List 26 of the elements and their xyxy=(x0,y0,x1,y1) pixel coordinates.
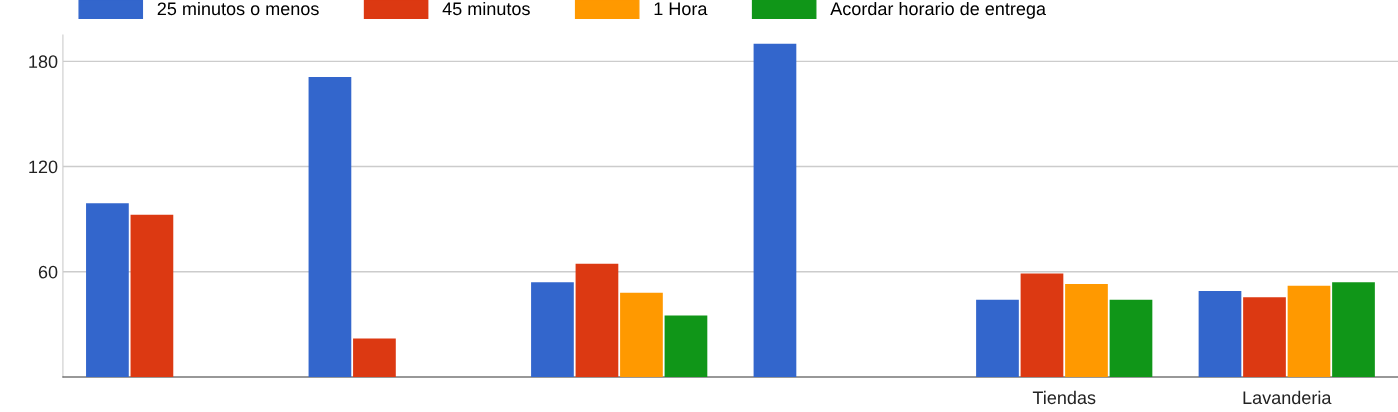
x-tick-label: Tiendas xyxy=(1032,390,1096,405)
bar xyxy=(1243,297,1286,377)
legend-label: Acordar horario de entrega xyxy=(830,1,1046,19)
bar xyxy=(86,203,129,377)
y-tick-label: 120 xyxy=(29,160,58,174)
legend-label: 25 minutos o menos xyxy=(157,1,319,16)
bar xyxy=(531,282,574,377)
bar xyxy=(976,299,1019,377)
bar xyxy=(1332,282,1375,377)
bar xyxy=(130,214,174,377)
y-tick-label: 60 xyxy=(38,265,58,279)
legend-label: 45 minutos xyxy=(442,1,530,16)
bar xyxy=(620,292,663,377)
bar xyxy=(1198,291,1242,377)
bar xyxy=(1287,285,1331,377)
bar xyxy=(1065,284,1108,377)
bar xyxy=(1109,299,1153,377)
bar xyxy=(353,338,396,377)
bar xyxy=(308,77,352,377)
legend-label: 1 Hora xyxy=(654,2,708,16)
y-tick-label: 180 xyxy=(29,55,58,69)
bar xyxy=(664,315,708,377)
x-tick-label: Lavanderia xyxy=(1243,390,1332,405)
bar xyxy=(1020,273,1064,377)
bar xyxy=(575,263,619,377)
bar xyxy=(753,43,797,377)
